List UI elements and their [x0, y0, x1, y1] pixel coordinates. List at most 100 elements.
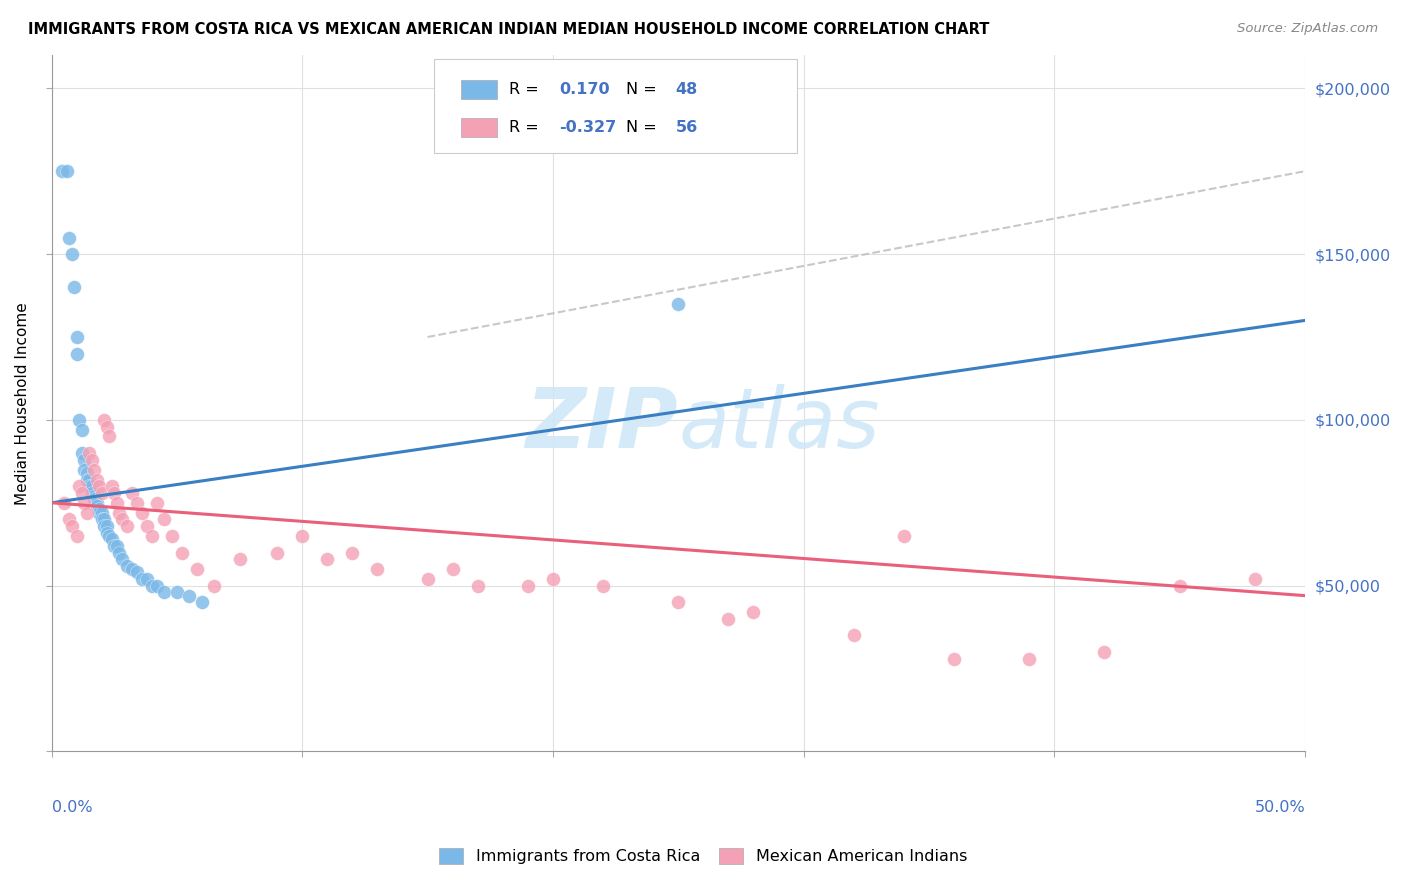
Point [135, 519, 157, 533]
Point [115, 519, 138, 533]
Point [131, 506, 153, 520]
Point [153, 585, 176, 599]
Point [516, 579, 538, 593]
Point [204, 579, 226, 593]
Point [86, 499, 108, 513]
Point [70, 446, 93, 460]
Text: -0.327: -0.327 [560, 120, 616, 136]
Point [58, 512, 80, 526]
Point [742, 605, 765, 619]
Point [893, 529, 915, 543]
Point [65, 330, 87, 344]
Point [111, 552, 134, 566]
Point [83, 492, 105, 507]
Point [86, 496, 108, 510]
Point [90, 486, 112, 500]
Text: 48: 48 [676, 82, 697, 96]
Point [1244, 572, 1267, 586]
Point [83, 462, 105, 476]
Point [135, 572, 157, 586]
Point [121, 562, 143, 576]
Point [76, 466, 98, 480]
Point [105, 539, 128, 553]
FancyBboxPatch shape [461, 79, 496, 99]
Point [76, 473, 98, 487]
Y-axis label: Median Household Income: Median Household Income [15, 301, 30, 505]
Point [53, 496, 76, 510]
Point [153, 512, 176, 526]
Point [96, 525, 118, 540]
Point [108, 506, 131, 520]
Point [80, 479, 103, 493]
Point [60, 247, 83, 261]
Point [342, 545, 364, 559]
Point [100, 479, 122, 493]
Text: Source: ZipAtlas.com: Source: ZipAtlas.com [1237, 22, 1378, 36]
Text: 50.0%: 50.0% [1254, 800, 1305, 815]
Point [666, 297, 689, 311]
Point [228, 552, 250, 566]
Point [125, 566, 148, 580]
Text: IMMIGRANTS FROM COSTA RICA VS MEXICAN AMERICAN INDIAN MEDIAN HOUSEHOLD INCOME CO: IMMIGRANTS FROM COSTA RICA VS MEXICAN AM… [28, 22, 990, 37]
Text: N =: N = [626, 120, 661, 136]
Point [96, 419, 118, 434]
Point [592, 579, 614, 593]
Point [73, 496, 96, 510]
Point [90, 512, 112, 526]
Point [141, 579, 163, 593]
Legend: Immigrants from Costa Rica, Mexican American Indians: Immigrants from Costa Rica, Mexican Amer… [433, 841, 973, 871]
Point [103, 539, 125, 553]
Point [77, 473, 100, 487]
Point [89, 506, 111, 520]
Point [70, 423, 93, 437]
FancyBboxPatch shape [461, 118, 496, 137]
Point [316, 552, 339, 566]
Point [65, 529, 87, 543]
Point [89, 479, 111, 493]
Point [60, 519, 83, 533]
Point [67, 413, 90, 427]
Point [70, 486, 93, 500]
Point [58, 230, 80, 244]
Point [842, 628, 865, 642]
Point [191, 595, 214, 609]
Point [266, 545, 288, 559]
Point [115, 558, 138, 573]
Point [666, 595, 689, 609]
Point [416, 572, 439, 586]
Point [55, 164, 77, 178]
Point [93, 512, 115, 526]
Point [108, 545, 131, 559]
Point [467, 579, 489, 593]
Text: 0.0%: 0.0% [52, 800, 93, 815]
Point [73, 452, 96, 467]
Point [131, 572, 153, 586]
Text: R =: R = [509, 120, 544, 136]
Point [160, 529, 183, 543]
Text: 56: 56 [676, 120, 697, 136]
Point [93, 519, 115, 533]
Text: ZIP: ZIP [526, 384, 678, 465]
Point [67, 479, 90, 493]
Point [98, 429, 121, 443]
Point [146, 496, 169, 510]
Point [186, 562, 208, 576]
Point [76, 506, 98, 520]
Point [943, 651, 966, 665]
Point [146, 579, 169, 593]
Point [1094, 645, 1116, 659]
Point [1168, 579, 1191, 593]
Point [93, 413, 115, 427]
Point [80, 452, 103, 467]
Point [65, 346, 87, 360]
Text: N =: N = [626, 82, 661, 96]
Point [121, 486, 143, 500]
Point [103, 486, 125, 500]
Point [291, 529, 314, 543]
Text: 0.170: 0.170 [560, 82, 610, 96]
Point [63, 280, 86, 294]
Point [98, 529, 121, 543]
Point [166, 585, 188, 599]
Text: R =: R = [509, 82, 544, 96]
Point [51, 164, 73, 178]
